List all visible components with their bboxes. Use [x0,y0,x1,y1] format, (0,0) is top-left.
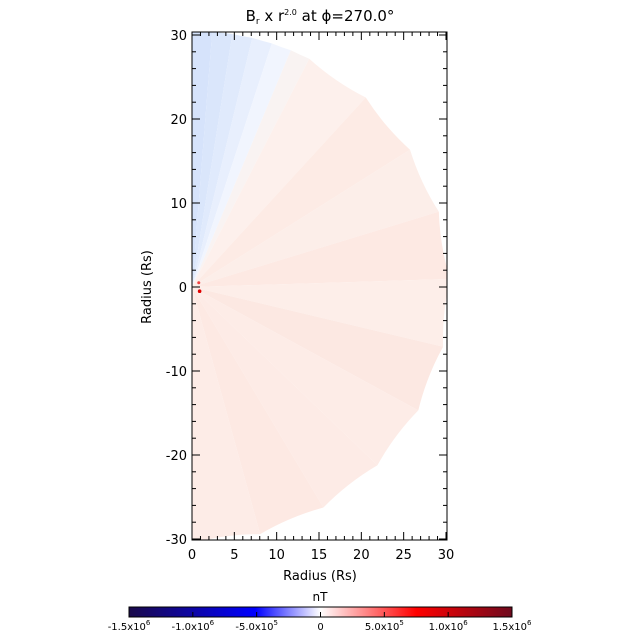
ticks: 0 5 10 15 20 25 30 30 20 10 0 -10 -20 -30 [166,29,455,563]
y-tick-label: 20 [170,113,187,128]
heatmap-cell [192,287,324,535]
heatmap-cell [192,287,378,508]
x-tick-label: 15 [311,548,328,563]
colorbar-tick-label: -1.5x106 [108,619,151,633]
heatmap-cell [192,37,272,287]
y-tick-label: 10 [170,197,187,212]
x-tick-label: 30 [438,548,455,563]
colorbar-tick-label: 1.0x106 [429,619,469,633]
x-tick-label: 0 [188,548,196,563]
heatmap-cell [192,287,261,540]
heatmap-cell [192,97,411,287]
x-tick-label: 5 [230,548,238,563]
heatmap-cell [192,32,213,287]
heatmap-cell [192,58,366,288]
x-axis-label: Radius (Rs) [283,569,357,584]
colorbar-tick-label: 1.5x106 [492,619,532,633]
y-tick-label: -10 [166,365,187,380]
inner-boundary-point [197,289,202,294]
x-tick-label: 20 [353,548,370,563]
y-axis-label: Radius (Rs) [140,250,155,324]
plot-area [192,32,447,540]
colorbar-tick-label: 5.0x105 [365,619,404,633]
heatmap-cell [192,33,253,287]
chart-title: Br x r2.0 at ϕ=270.0° [246,7,395,27]
colorbar-tick-label: -5.0x105 [235,619,278,633]
colorbar-ticks: -1.5x106 -1.0x106 -5.0x105 0 5.0x105 1.0x106 1… [108,612,532,633]
y-tick-label: 30 [170,29,187,44]
x-tick-label: 10 [268,548,285,563]
heatmap-cell [192,211,447,287]
heatmap-cell [192,149,439,287]
heatmap-cell [192,32,233,287]
heatmap-cell [192,279,447,347]
colorbar-tick-label: -1.0x106 [172,619,215,633]
heatmap-cell [192,50,310,287]
y-tick-label: -30 [166,533,187,548]
colorbar-label: nT [313,590,329,604]
y-tick-label: 0 [179,281,187,296]
x-tick-label: 25 [395,548,412,563]
heatmap-cell [192,287,444,411]
colorbar-tick-label: 0 [317,622,323,633]
inner-boundary-point [197,281,201,285]
y-tick-label: -20 [166,449,187,464]
heatmap-cell [192,43,291,287]
heatmap-cell [192,287,419,466]
